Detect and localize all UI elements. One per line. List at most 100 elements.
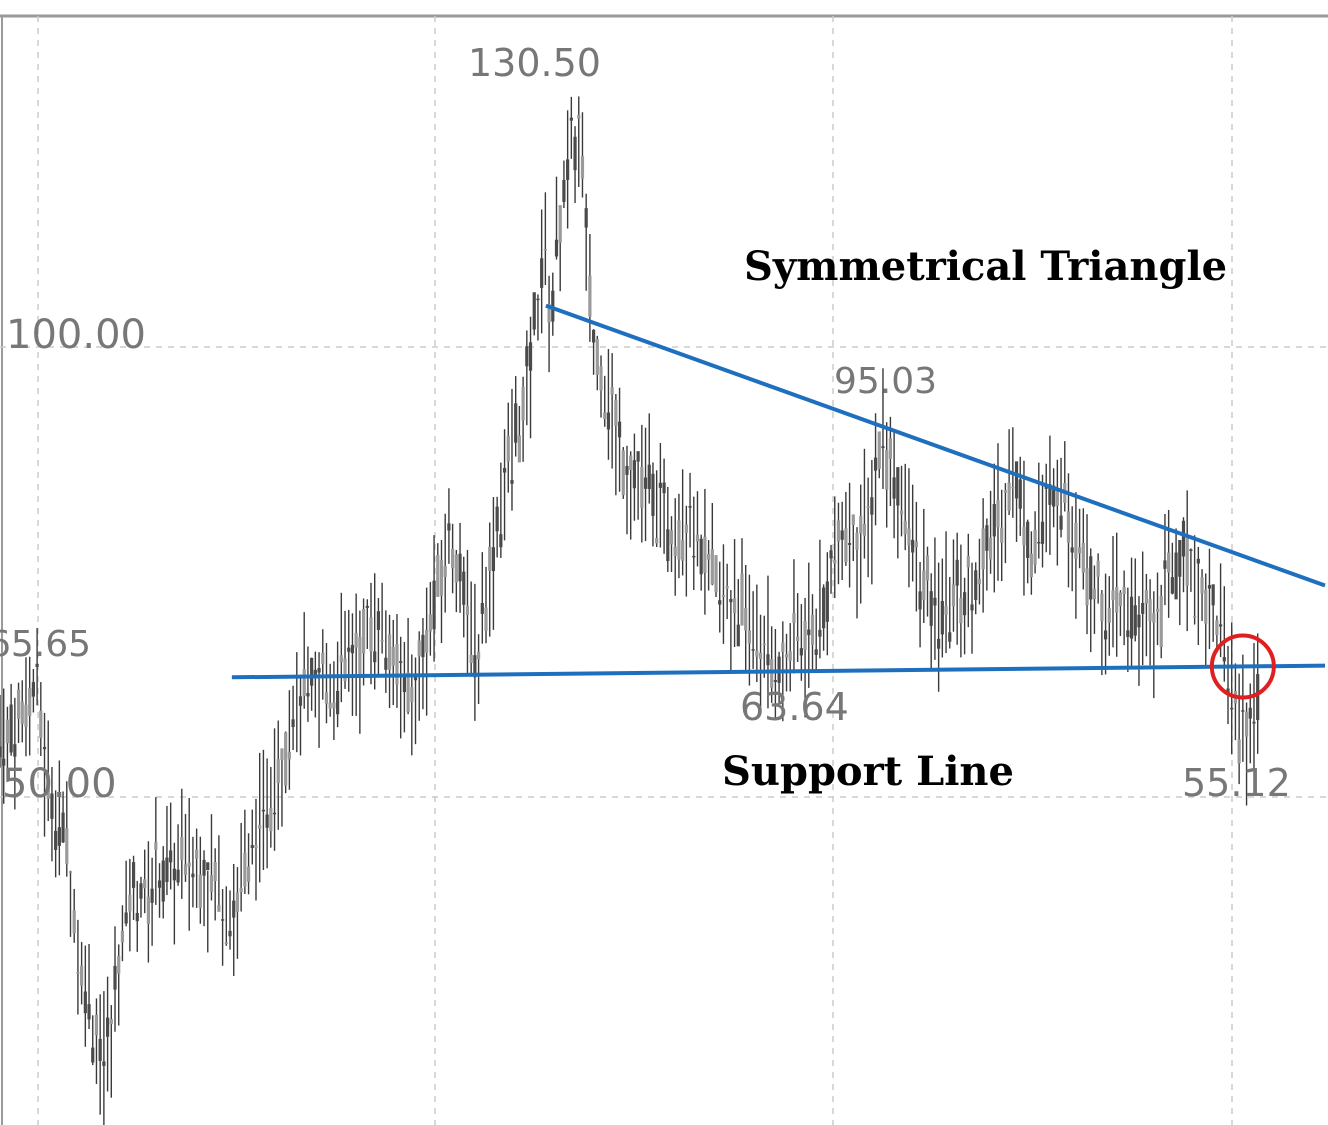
candle-body — [1200, 577, 1204, 594]
candle-body — [1211, 584, 1215, 606]
candle-body — [5, 719, 10, 744]
candle-body — [788, 651, 792, 661]
price-label-breakdown-low: 55.12 — [1182, 761, 1291, 805]
candle-body — [566, 159, 570, 180]
candle-body — [439, 559, 444, 596]
candle-body — [866, 506, 870, 508]
candle-body — [232, 900, 236, 918]
candle-body — [937, 638, 941, 649]
candle-body — [592, 329, 596, 343]
candle-body — [836, 520, 841, 542]
candle-body — [1196, 558, 1200, 564]
candle-body — [454, 554, 458, 583]
candle-body — [1055, 491, 1059, 506]
candle-body — [655, 537, 659, 544]
candle-body — [1003, 490, 1008, 493]
candle-body — [91, 1047, 95, 1063]
candle-body — [39, 710, 43, 738]
candle-body — [50, 793, 54, 819]
candle-body — [198, 874, 202, 908]
candle-body — [669, 530, 674, 545]
candle-body — [358, 636, 362, 676]
candle-body — [614, 399, 618, 426]
candle-body — [406, 672, 410, 712]
candle-body — [395, 643, 399, 685]
candle-body — [636, 451, 640, 462]
candle-body — [246, 866, 251, 882]
candle-body — [380, 640, 384, 642]
candle-body — [974, 570, 978, 600]
candle-body — [547, 304, 551, 323]
candle-body — [217, 905, 221, 912]
candle-body — [1155, 608, 1160, 612]
candle-body — [643, 477, 648, 489]
candle-body — [46, 782, 50, 799]
candle-body — [499, 534, 503, 548]
candle-body — [109, 1018, 113, 1025]
candle-body — [862, 523, 867, 536]
candle-body — [321, 652, 325, 664]
candle-body — [169, 850, 173, 863]
candle-body — [725, 586, 729, 589]
candle-body — [966, 555, 970, 568]
candle-body — [280, 748, 284, 760]
candle-body — [651, 473, 655, 516]
candle-body — [436, 555, 440, 597]
candle-body — [940, 600, 944, 635]
candle-body — [536, 298, 540, 301]
candle-body — [740, 573, 744, 626]
candle-body — [796, 636, 800, 641]
candle-body — [951, 584, 956, 607]
candle-body — [287, 752, 291, 760]
candle-body — [944, 605, 948, 615]
candle-body — [859, 515, 863, 534]
candle-body — [243, 852, 247, 887]
candle-body — [629, 455, 633, 471]
candle-body — [822, 587, 826, 629]
candle-body — [885, 450, 889, 490]
candle-body — [187, 862, 191, 867]
candle-body — [732, 598, 737, 613]
candle-body — [677, 520, 681, 560]
candle-body — [391, 646, 395, 666]
candle-body — [1141, 602, 1145, 614]
candle-body — [221, 919, 225, 921]
candle-body — [462, 571, 466, 605]
candle-body — [781, 642, 785, 652]
candle-body — [447, 523, 451, 531]
candle-body — [491, 547, 496, 572]
candle-body — [666, 529, 670, 562]
candle-body — [1018, 479, 1022, 509]
candle-body — [1218, 624, 1223, 627]
grid — [0, 14, 1328, 1125]
candle-body — [473, 655, 477, 678]
candle-body — [873, 457, 878, 471]
candle-body — [911, 539, 915, 553]
candle-body — [1037, 541, 1041, 544]
candle-body — [773, 680, 777, 682]
candle-body — [254, 844, 258, 849]
candle-body — [154, 842, 158, 850]
candle-body — [1133, 605, 1137, 636]
candle-body — [907, 528, 911, 546]
candle-body — [525, 346, 529, 367]
candle-body — [1066, 511, 1071, 543]
candle-body — [699, 538, 703, 575]
candle-body — [1059, 515, 1063, 530]
candle-body — [13, 744, 17, 757]
candle-body — [703, 536, 707, 573]
candle-body — [336, 690, 340, 715]
candle-body — [313, 669, 317, 678]
candle-body — [117, 955, 121, 974]
candle-body — [206, 862, 210, 871]
candle-body — [157, 880, 162, 888]
candle-body — [317, 668, 321, 673]
candle-body — [1118, 592, 1123, 607]
candle-body — [707, 553, 711, 560]
candle-body — [1144, 590, 1148, 604]
candle-body — [929, 591, 933, 626]
candle-body — [528, 342, 533, 371]
candle-body — [603, 412, 607, 420]
candle-body — [658, 482, 662, 488]
candle-body — [888, 438, 892, 459]
